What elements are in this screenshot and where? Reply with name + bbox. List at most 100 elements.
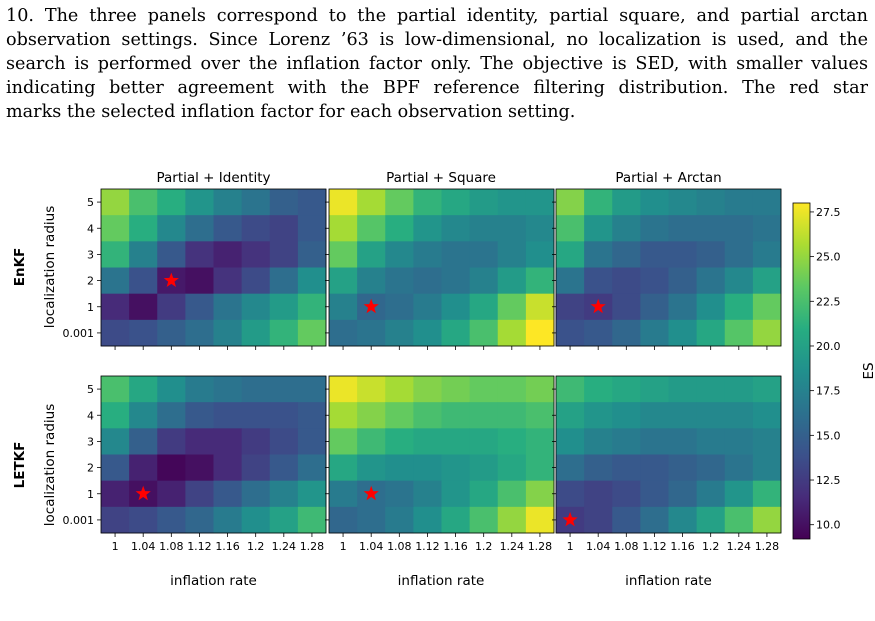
heatmap-cell [441, 506, 471, 534]
heatmap-cell [329, 319, 358, 347]
heatmap-cell [413, 293, 442, 321]
heatmap-cell [469, 506, 499, 534]
heatmap-cell [357, 189, 386, 216]
heatmap-cell [385, 402, 414, 429]
x-tick-label: 1.2 [702, 540, 720, 553]
heatmap-cell [357, 267, 386, 295]
heatmap-cell [157, 454, 186, 482]
selected-star-marker [163, 272, 179, 288]
heatmap-cell [357, 454, 386, 482]
heatmap-cell [752, 215, 782, 242]
x-tick-label: 1.28 [300, 540, 325, 553]
heatmap-cell [556, 215, 585, 242]
heatmap-cell [469, 402, 499, 429]
heatmap-cell [724, 376, 754, 403]
heatmap-figure: Partial + Identity Partial + Square Part… [12, 170, 875, 589]
heatmap-cell [329, 215, 358, 242]
heatmap-cell [297, 402, 327, 429]
heatmap-cell [556, 241, 585, 268]
heatmap-cell [185, 506, 214, 534]
heatmap-cell [297, 267, 327, 295]
heatmap-cell [612, 376, 641, 403]
heatmap-cell [584, 319, 613, 347]
heatmap-cell [269, 402, 299, 429]
heatmap-cell [752, 189, 782, 216]
heatmap-cell [241, 506, 271, 534]
heatmap-cell [612, 319, 641, 347]
heatmap-cell [525, 189, 555, 216]
heatmap-cell [385, 480, 414, 508]
heatmap-cell [497, 293, 527, 321]
heatmap-cell [213, 189, 243, 216]
heatmap-cell [696, 293, 726, 321]
heatmap-cell [469, 454, 499, 482]
heatmap-cell [157, 402, 186, 429]
heatmap-cell [269, 241, 299, 268]
heatmap-cell [185, 241, 214, 268]
heatmap-cell [612, 293, 641, 321]
heatmap-cell [668, 402, 698, 429]
x-tick-label: 1.24 [727, 540, 752, 553]
heatmap-cell [612, 506, 641, 534]
row-title: LETKF [12, 442, 28, 489]
x-tick-label: 1.24 [500, 540, 525, 553]
heatmap-cell [357, 241, 386, 268]
heatmap-cell [640, 428, 669, 455]
heatmap-cell [413, 428, 442, 455]
heatmap-cell [497, 480, 527, 508]
heatmap-cell [612, 215, 641, 242]
heatmap-cell [129, 454, 158, 482]
heatmap-cell [584, 402, 613, 429]
heatmap-cell [357, 506, 386, 534]
x-axis-label: inflation rate [170, 573, 257, 589]
heatmap-cell [640, 454, 669, 482]
x-tick-label: 1.24 [272, 540, 297, 553]
heatmap-cell [129, 241, 158, 268]
heatmap-cell [413, 480, 442, 508]
heatmap-cell [668, 480, 698, 508]
heatmap-cell [724, 241, 754, 268]
heatmap-cell [469, 241, 499, 268]
x-tick-label: 1.08 [387, 540, 412, 553]
heatmap-cell [385, 215, 414, 242]
heatmap-cell [269, 293, 299, 321]
heatmap-cell [185, 402, 214, 429]
heatmap-cell [696, 428, 726, 455]
heatmap-cell [441, 402, 471, 429]
heatmap-cell [269, 189, 299, 216]
heatmap-cell [157, 506, 186, 534]
colorbar-tick-label: 25.0 [816, 251, 841, 264]
heatmap-cell [157, 215, 186, 242]
heatmap-cell [241, 454, 271, 482]
heatmap-cell [497, 402, 527, 429]
heatmap-cell [185, 454, 214, 482]
heatmap-cell [469, 480, 499, 508]
heatmap-cell [668, 241, 698, 268]
heatmap-cell [297, 480, 327, 508]
heatmap-cell [157, 189, 186, 216]
y-tick-label: 0.001 [63, 514, 95, 527]
selected-star-marker [562, 511, 578, 527]
heatmap-cell [101, 428, 130, 455]
heatmap-cell [213, 267, 243, 295]
heatmap-cell [357, 402, 386, 429]
heatmap-cell [469, 215, 499, 242]
heatmap-cell [696, 480, 726, 508]
heatmap-cell [640, 189, 669, 216]
heatmap-cell [441, 189, 471, 216]
heatmap-cell [413, 402, 442, 429]
heatmap-cell [752, 267, 782, 295]
heatmap-cell [101, 189, 130, 216]
heatmap-cell [329, 402, 358, 429]
heatmap-cell [101, 376, 130, 403]
heatmap-cell [385, 428, 414, 455]
y-tick-label: 5 [87, 196, 94, 209]
heatmap-cell [213, 428, 243, 455]
heatmap-panel [325, 188, 555, 350]
y-axis-label: localization radius [42, 404, 58, 526]
y-tick-label: 4 [87, 222, 94, 235]
heatmap-cell [297, 376, 327, 403]
heatmap-cell [101, 319, 130, 347]
x-tick-label: 1.04 [586, 540, 611, 553]
heatmap-cell [441, 480, 471, 508]
